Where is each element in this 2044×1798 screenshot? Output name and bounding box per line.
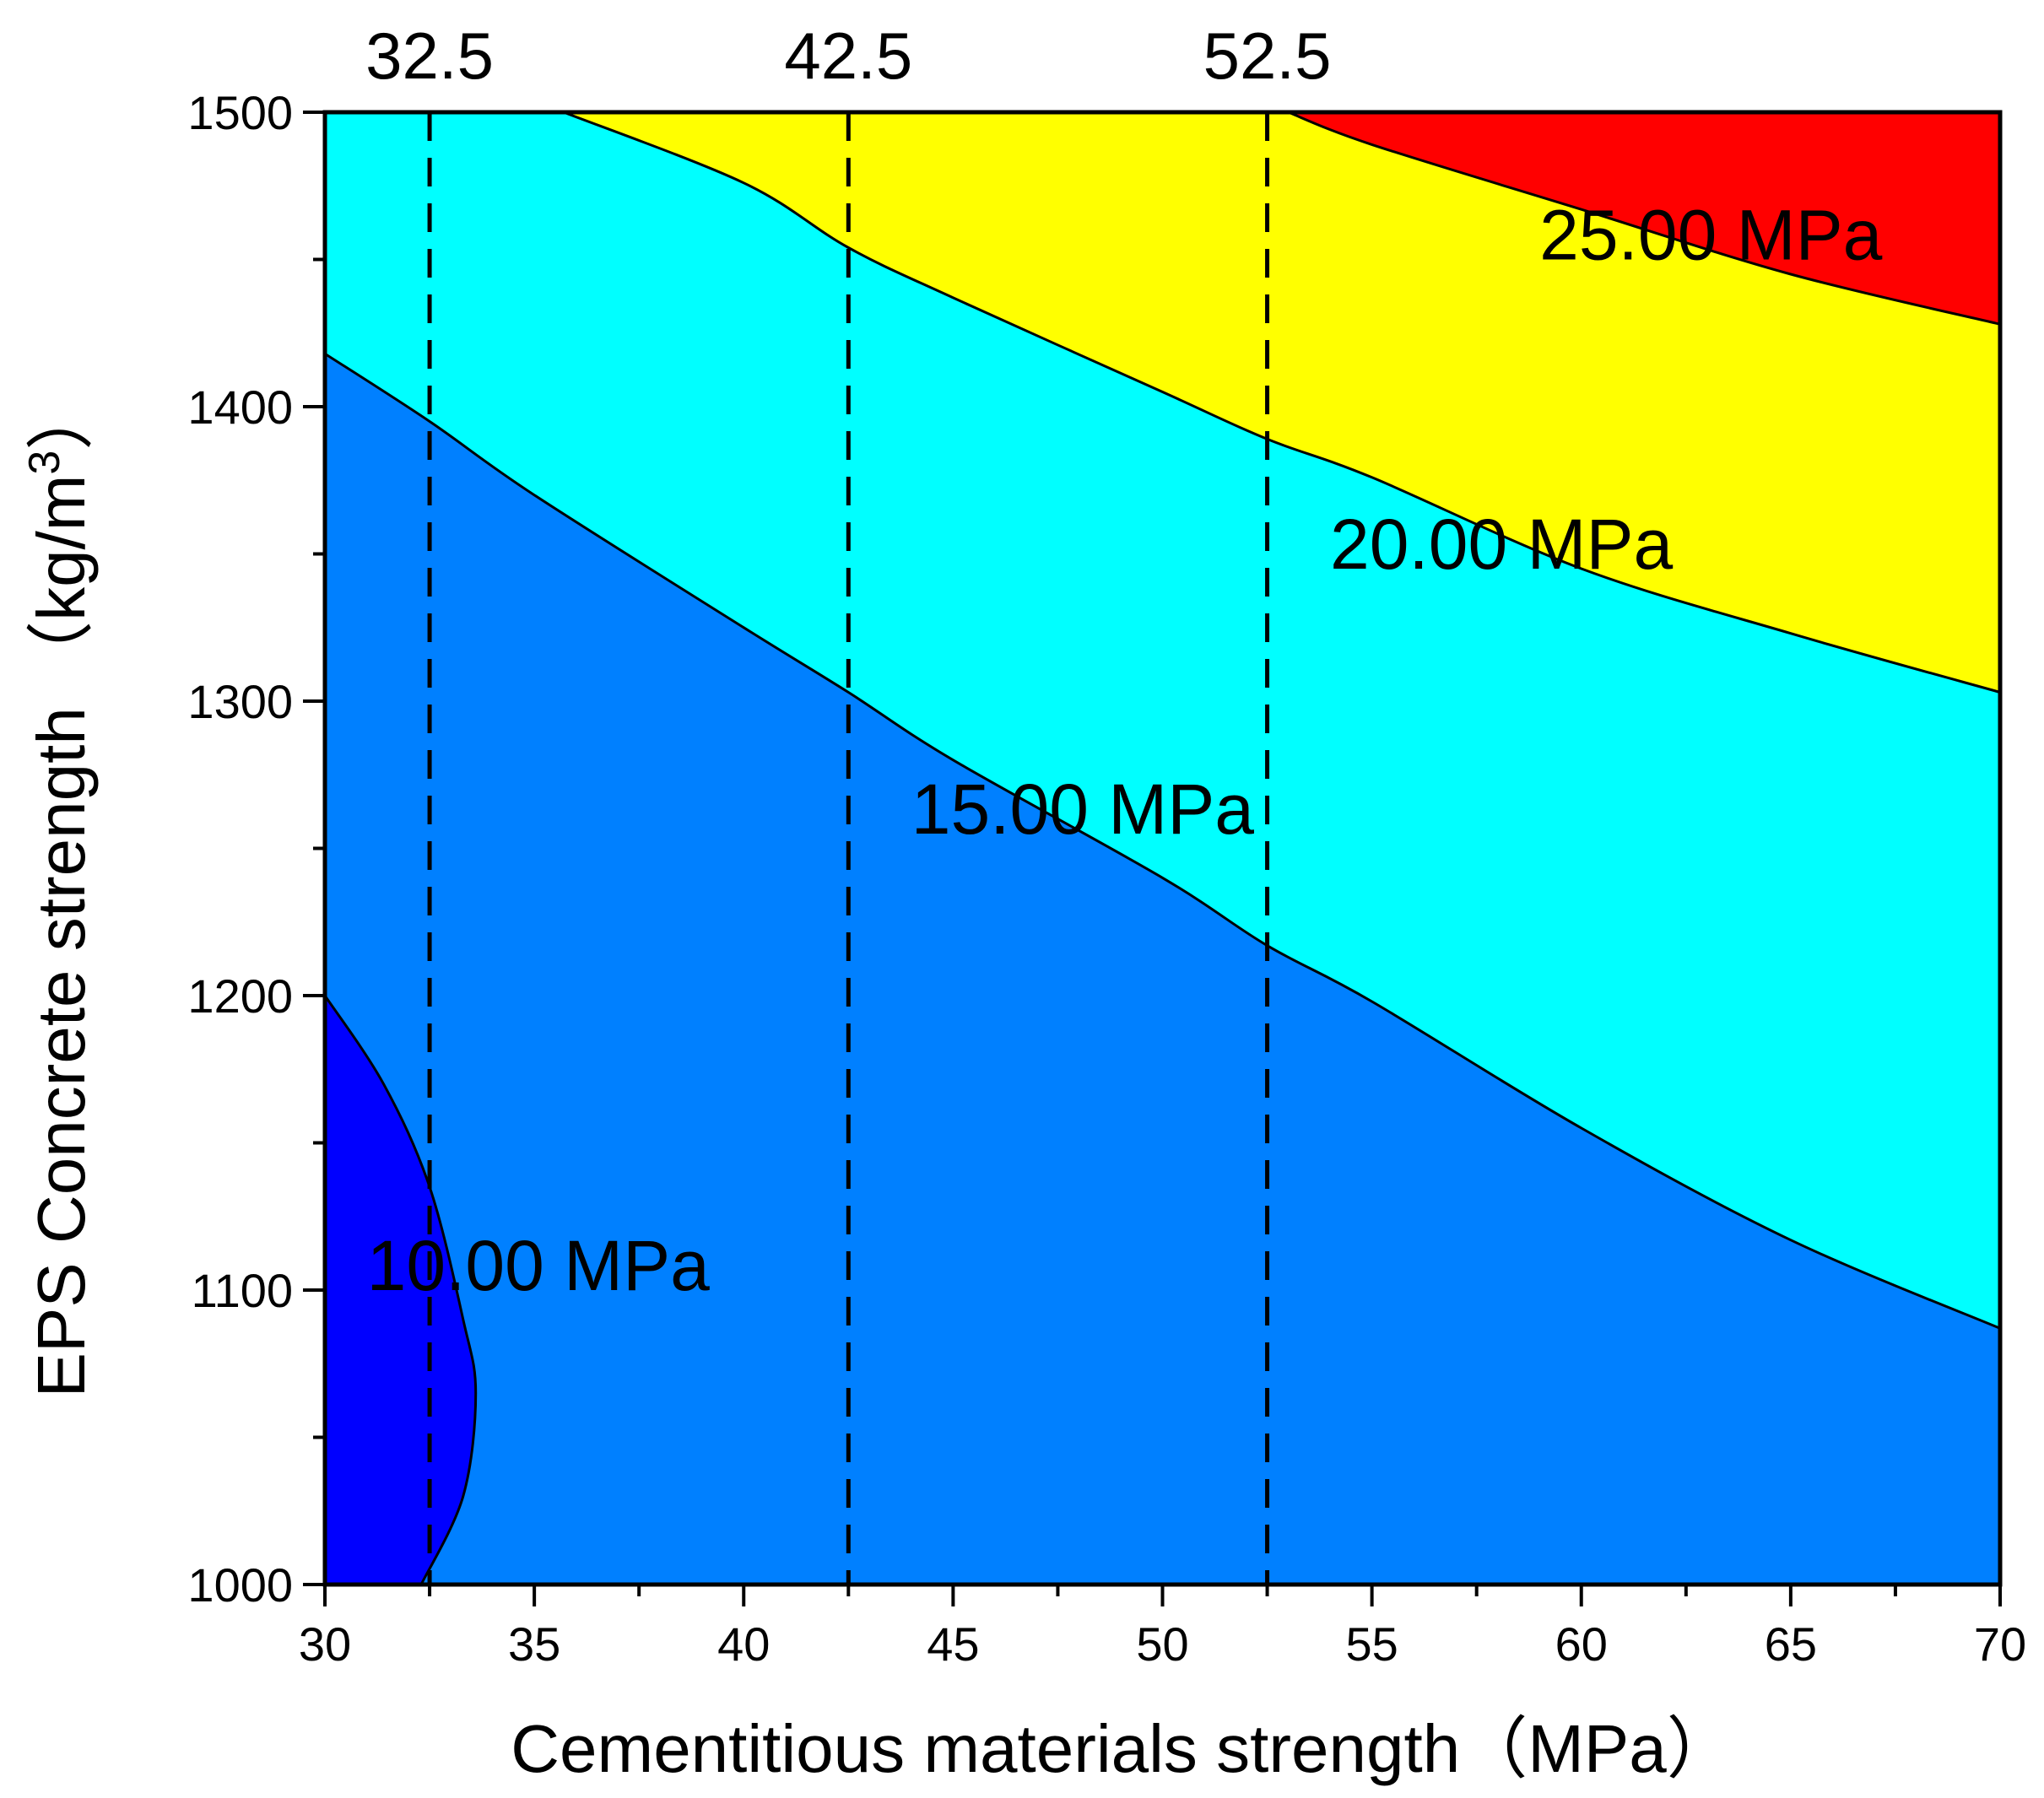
grade-label-42-5: 42.5 <box>784 19 912 93</box>
y-tick-label: 1000 <box>187 1558 293 1612</box>
contour-line-20 <box>563 112 2000 694</box>
x-tick-label: 50 <box>1136 1617 1188 1671</box>
y-tick-label: 1200 <box>187 969 293 1023</box>
x-axis-title: Cementitious materials strength（MPa） <box>511 1711 1733 1786</box>
x-tick-label: 30 <box>299 1617 351 1671</box>
x-tick-label: 70 <box>1974 1617 2026 1671</box>
grade-labels: 32.5 42.5 52.5 <box>365 19 1331 93</box>
contour-label-25: 25.00 MPa <box>1539 196 1883 275</box>
contour-label-10: 10.00 MPa <box>367 1226 711 1305</box>
region-10-to-15 <box>325 354 2000 1585</box>
y-tick-label: 1400 <box>187 381 293 434</box>
region-20-to-25 <box>563 112 2000 693</box>
contour-label-15: 15.00 MPa <box>911 769 1255 849</box>
y-tick-label: 1100 <box>192 1264 293 1317</box>
y-axis-title-superscript: 3 <box>20 451 69 475</box>
contour-labels: 10.00 MPa 15.00 MPa 20.00 MPa 25.00 MPa <box>367 196 1883 1306</box>
region-above-25 <box>1288 112 2000 325</box>
contour-line-25 <box>1287 112 2000 326</box>
plot-area-frame <box>322 110 2003 1587</box>
y-tick-label: 1300 <box>187 675 293 728</box>
region-below-10 <box>325 996 476 1585</box>
x-tick-label: 45 <box>927 1617 979 1671</box>
y-axis-title: EPS Concrete strength （kg/m3） <box>20 383 99 1398</box>
y-tick-label: 1500 <box>187 86 293 139</box>
contour-lines <box>325 112 2000 1585</box>
y-axis-title-main: EPS Concrete strength （kg/m <box>24 475 99 1398</box>
x-tick-label: 40 <box>717 1617 770 1671</box>
y-tick-labels: 1000 1100 1200 1300 1400 1500 <box>187 86 293 1612</box>
x-tick-label: 35 <box>508 1617 560 1671</box>
x-tick-label: 65 <box>1765 1617 1817 1671</box>
contour-line-10 <box>325 995 478 1585</box>
x-tick-labels: 30 35 40 45 50 55 60 65 70 <box>299 1617 2026 1671</box>
cement-grade-lines <box>427 112 1270 1585</box>
x-tick-label: 60 <box>1555 1617 1608 1671</box>
contour-fill-regions <box>325 112 2000 1585</box>
grade-label-32-5: 32.5 <box>365 19 494 93</box>
contour-line-15 <box>325 352 2000 1330</box>
y-axis-title-suffix: ） <box>24 383 99 451</box>
contour-label-20: 20.00 MPa <box>1330 505 1674 584</box>
grade-label-52-5: 52.5 <box>1203 19 1332 93</box>
x-tick-label: 55 <box>1345 1617 1398 1671</box>
